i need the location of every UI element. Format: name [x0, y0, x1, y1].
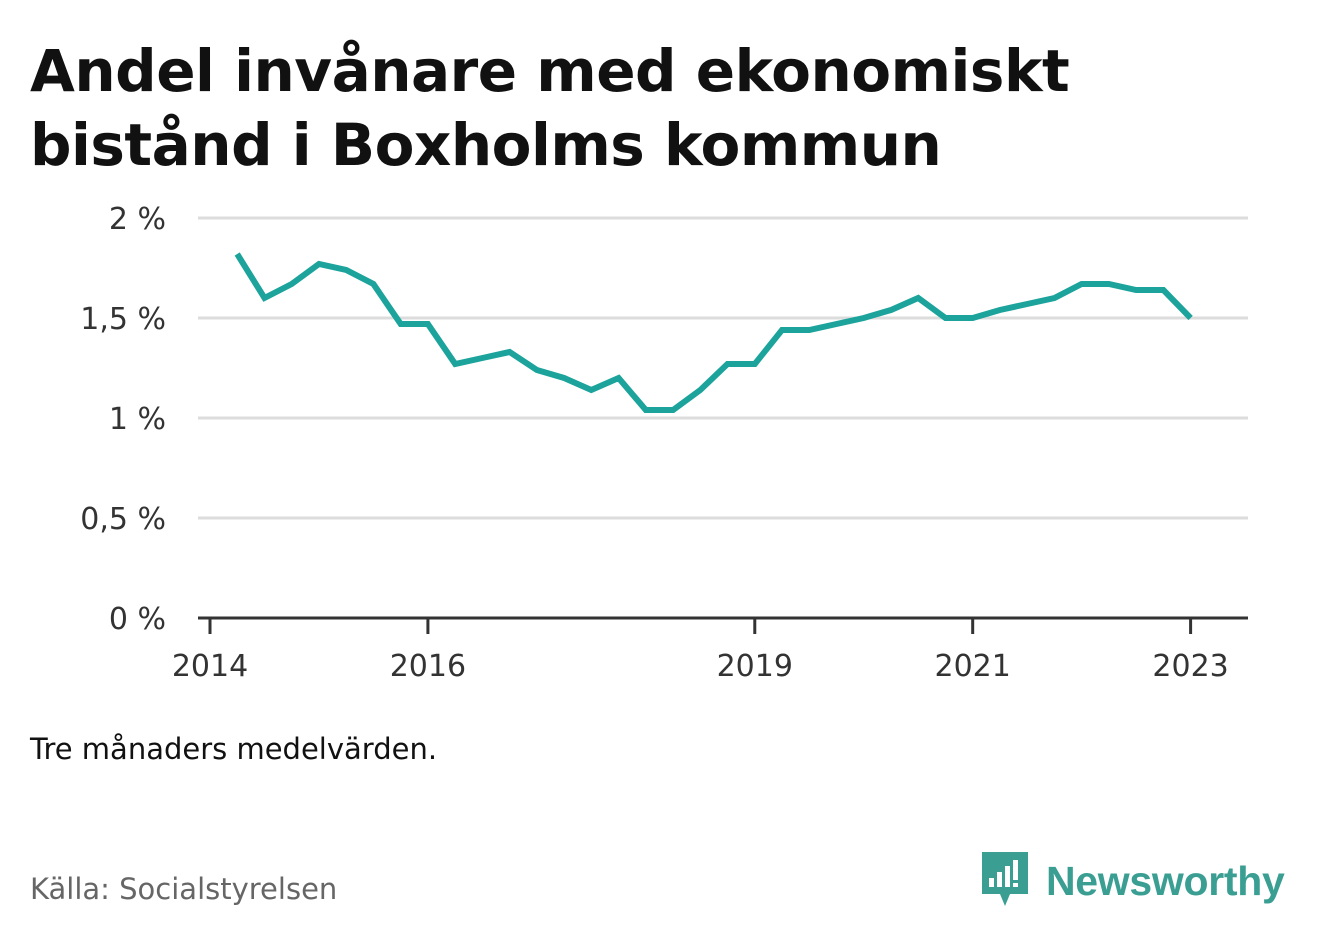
data-point: [344, 268, 348, 272]
y-tick-label: 0,5 %: [80, 502, 166, 537]
data-point: [1161, 288, 1165, 292]
newsworthy-brand: Newsworthy: [980, 850, 1285, 912]
chart-title: Andel invånare med ekonomiskt bistånd i …: [30, 34, 1290, 182]
data-point: [753, 362, 757, 366]
data-point: [262, 296, 266, 300]
y-tick-label: 1,5 %: [80, 302, 166, 337]
x-tick-label: 2023: [1152, 649, 1228, 684]
x-tick-label: 2014: [172, 649, 248, 684]
y-tick-label: 1 %: [109, 402, 166, 437]
data-point: [671, 408, 675, 412]
chart-title-line-2: bistånd i Boxholms kommun: [30, 111, 942, 179]
data-point: [535, 368, 539, 372]
source-label: Källa: Socialstyrelsen: [30, 872, 338, 906]
data-point: [453, 362, 457, 366]
chart-note: Tre månaders medelvärden.: [30, 732, 438, 766]
data-point: [971, 316, 975, 320]
data-point: [726, 362, 730, 366]
data-point: [889, 308, 893, 312]
data-point: [235, 252, 239, 256]
x-tick-label: 2019: [717, 649, 793, 684]
y-tick-label: 2 %: [109, 202, 166, 237]
data-point: [508, 350, 512, 354]
data-point: [399, 322, 403, 326]
data-point: [998, 308, 1002, 312]
data-point: [1107, 282, 1111, 286]
line-chart: 2 % 1,5 % 1 % 0,5 % 0 %2014 2016 2019 2021 2023: [80, 202, 1248, 684]
data-point: [480, 356, 484, 360]
x-tick-label: 2021: [935, 649, 1011, 684]
data-point: [916, 296, 920, 300]
newsworthy-logo-icon: [982, 852, 1028, 906]
data-point: [698, 388, 702, 392]
data-point: [371, 282, 375, 286]
data-point: [943, 316, 947, 320]
series-line: [234, 252, 1193, 413]
data-point: [290, 282, 294, 286]
data-point: [1052, 296, 1056, 300]
data-point: [1134, 288, 1138, 292]
data-point: [617, 376, 621, 380]
data-point: [589, 388, 593, 392]
data-point: [780, 328, 784, 332]
data-point: [1080, 282, 1084, 286]
data-point: [1025, 302, 1029, 306]
data-point: [1189, 316, 1193, 320]
data-point: [807, 328, 811, 332]
data-point: [317, 262, 321, 266]
data-point: [644, 408, 648, 412]
chart-title-line-1: Andel invånare med ekonomiskt: [30, 37, 1070, 105]
y-tick-label: 0 %: [109, 602, 166, 637]
data-point: [834, 322, 838, 326]
data-point: [862, 316, 866, 320]
data-point: [426, 322, 430, 326]
data-point: [562, 376, 566, 380]
x-tick-label: 2016: [390, 649, 466, 684]
brand-name: Newsworthy: [1046, 857, 1285, 904]
